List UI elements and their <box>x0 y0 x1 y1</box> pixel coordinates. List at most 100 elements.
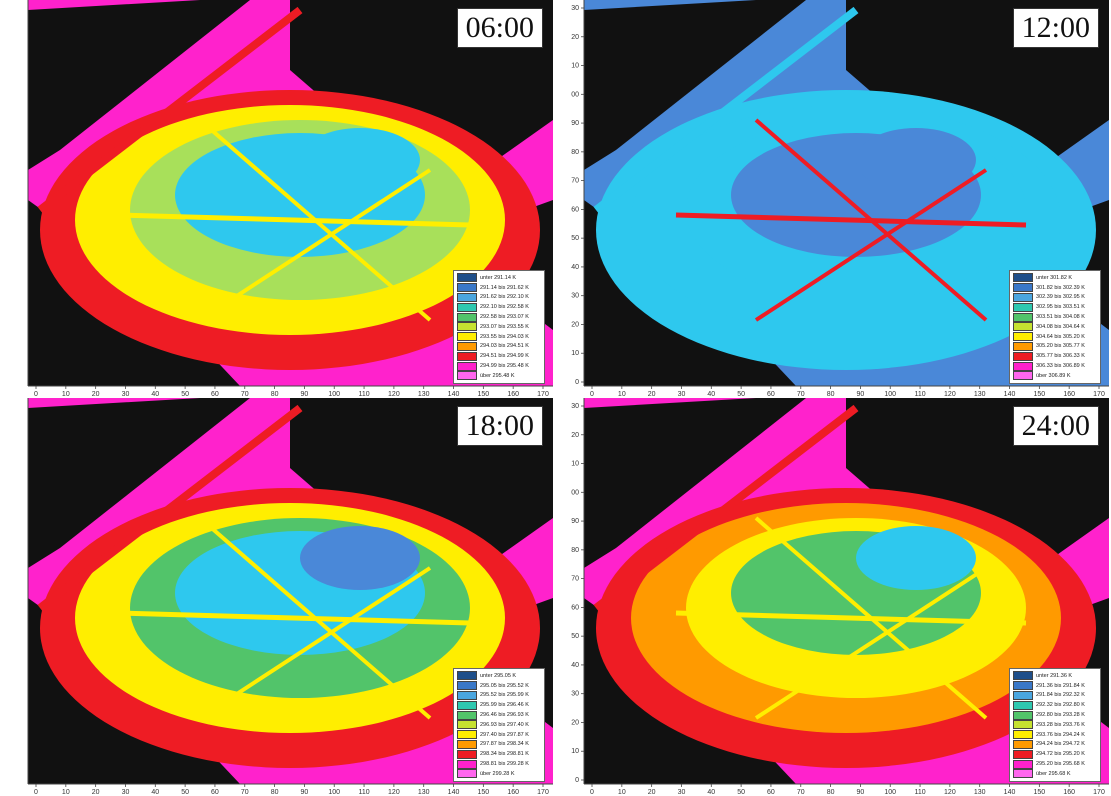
x-tick-label: 160 <box>507 391 519 398</box>
legend-row: 295.99 bis 296.46 K <box>457 700 541 710</box>
building-block <box>584 0 806 170</box>
legend-swatch <box>457 671 477 681</box>
x-tick-label: 130 <box>974 789 986 796</box>
park-path <box>754 566 988 720</box>
legend-swatch <box>1013 720 1033 730</box>
x-tick-label: 140 <box>448 789 460 796</box>
x-tick-label: 110 <box>914 391 925 398</box>
x-tick-label: 90 <box>857 391 865 398</box>
legend-row: 297.87 bis 298.34 K <box>457 739 541 750</box>
legend-row: unter 301.82 K <box>1013 273 1097 283</box>
x-tick-label: 80 <box>827 391 835 398</box>
x-tick-label: 140 <box>448 391 460 398</box>
x-tick-label: 10 <box>62 391 70 398</box>
legend-row: 293.55 bis 294.03 K <box>457 332 541 342</box>
legend-label: 294.72 bis 295.20 K <box>1036 751 1085 758</box>
street <box>37 6 303 214</box>
x-tick-label: 30 <box>122 391 130 398</box>
legend-row: 304.08 bis 304.64 K <box>1013 322 1097 332</box>
legend-swatch <box>457 322 477 332</box>
thermal-zone-inner <box>856 128 976 192</box>
y-tick-label: 60 <box>571 604 579 611</box>
legend-swatch <box>457 283 477 293</box>
legend-label: 291.84 bis 292.32 K <box>1036 692 1085 699</box>
y-tick-label: 50 <box>571 235 579 242</box>
y-tick-label: 60 <box>571 206 579 213</box>
legend-swatch <box>1013 361 1033 371</box>
x-tick-label: 150 <box>478 391 490 398</box>
legend-label: 293.07 bis 293.55 K <box>480 323 529 330</box>
temperature-legend: unter 295.05 K 295.05 bis 295.52 K 295.52 … <box>453 668 545 782</box>
thermal-zone-inner <box>300 128 420 192</box>
street <box>593 6 859 214</box>
time-label: 06:00 <box>456 8 543 48</box>
street <box>593 404 859 612</box>
y-tick-label: 40 <box>571 264 579 271</box>
x-tick-label: 90 <box>301 789 309 796</box>
x-tick-label: 40 <box>707 789 715 796</box>
legend-label: 304.08 bis 304.64 K <box>1036 323 1085 330</box>
y-tick-label: 00 <box>571 489 579 496</box>
legend-row: 295.52 bis 295.99 K <box>457 690 541 701</box>
x-tick-label: 30 <box>678 391 686 398</box>
legend-label: 291.36 bis 291.84 K <box>1036 682 1085 689</box>
legend-label: 292.32 bis 292.80 K <box>1036 702 1085 709</box>
legend-row: 295.05 bis 295.52 K <box>457 681 541 691</box>
building-block <box>584 398 806 568</box>
legend-row: 293.28 bis 293.76 K <box>1013 720 1097 730</box>
x-tick-label: 150 <box>1034 789 1046 796</box>
legend-row: 303.51 bis 304.08 K <box>1013 312 1097 322</box>
legend-row: 301.82 bis 302.39 K <box>1013 283 1097 293</box>
temperature-map: 0 10 20 30 40 50 60 70 80 90 100 110 120 130 140 150 160… <box>0 0 555 398</box>
legend-label: 293.28 bis 293.76 K <box>1036 721 1085 728</box>
legend-row: 294.72 bis 295.20 K <box>1013 749 1097 759</box>
x-tick-label: 90 <box>857 789 865 796</box>
legend-label: unter 301.82 K <box>1036 274 1073 281</box>
x-tick-label: 10 <box>62 789 70 796</box>
x-tick-label: 100 <box>884 391 896 398</box>
legend-row: 302.95 bis 303.51 K <box>1013 302 1097 312</box>
legend-row: 292.32 bis 292.80 K <box>1013 700 1097 710</box>
x-tick-label: 130 <box>974 391 986 398</box>
legend-row: über 299.28 K <box>457 769 541 779</box>
legend-row: 292.58 bis 293.07 K <box>457 312 541 322</box>
y-tick-label: 80 <box>571 547 579 554</box>
x-tick-label: 50 <box>181 391 189 398</box>
legend-label: 296.46 bis 296.93 K <box>480 712 529 719</box>
park-path <box>198 516 432 720</box>
legend-label: 295.20 bis 295.68 K <box>1036 761 1085 768</box>
legend-swatch <box>1013 302 1033 312</box>
legend-swatch <box>457 361 477 371</box>
legend-swatch <box>1013 273 1033 283</box>
legend-label: über 306.89 K <box>1036 372 1071 379</box>
temperature-legend: unter 291.36 K 291.36 bis 291.84 K 291.84 … <box>1009 668 1101 782</box>
map-panel-0600: 0 10 20 30 40 50 60 70 80 90 100 110 120 130 140 150 160… <box>0 0 555 398</box>
legend-swatch <box>457 739 477 749</box>
x-tick-label: 110 <box>358 789 369 796</box>
park-path <box>754 168 988 322</box>
legend-swatch <box>457 690 477 700</box>
x-tick-label: 100 <box>328 789 340 796</box>
legend-swatch <box>457 351 477 361</box>
x-tick-label: 100 <box>884 789 896 796</box>
legend-label: 292.10 bis 292.58 K <box>480 304 529 311</box>
park-path <box>675 212 1027 228</box>
park-path <box>119 610 471 626</box>
y-tick-label: 10 <box>571 63 579 70</box>
legend-label: 305.77 bis 306.33 K <box>1036 353 1085 360</box>
park-path <box>754 118 988 322</box>
legend-swatch <box>1013 710 1033 720</box>
legend-label: 291.62 bis 292.10 K <box>480 294 529 301</box>
x-tick-label: 170 <box>1093 391 1105 398</box>
y-tick-label: 80 <box>571 149 579 156</box>
x-tick-label: 80 <box>271 789 279 796</box>
legend-label: über 295.68 K <box>1036 770 1071 777</box>
legend-row: 305.77 bis 306.33 K <box>1013 351 1097 361</box>
legend-label: 292.80 bis 293.28 K <box>1036 712 1085 719</box>
legend-label: 302.95 bis 303.51 K <box>1036 304 1085 311</box>
legend-swatch <box>1013 759 1033 769</box>
legend-row: 305.20 bis 305.77 K <box>1013 341 1097 352</box>
y-tick-label: 30 <box>571 5 579 12</box>
x-tick-label: 90 <box>301 391 309 398</box>
legend-label: 301.82 bis 302.39 K <box>1036 284 1085 291</box>
